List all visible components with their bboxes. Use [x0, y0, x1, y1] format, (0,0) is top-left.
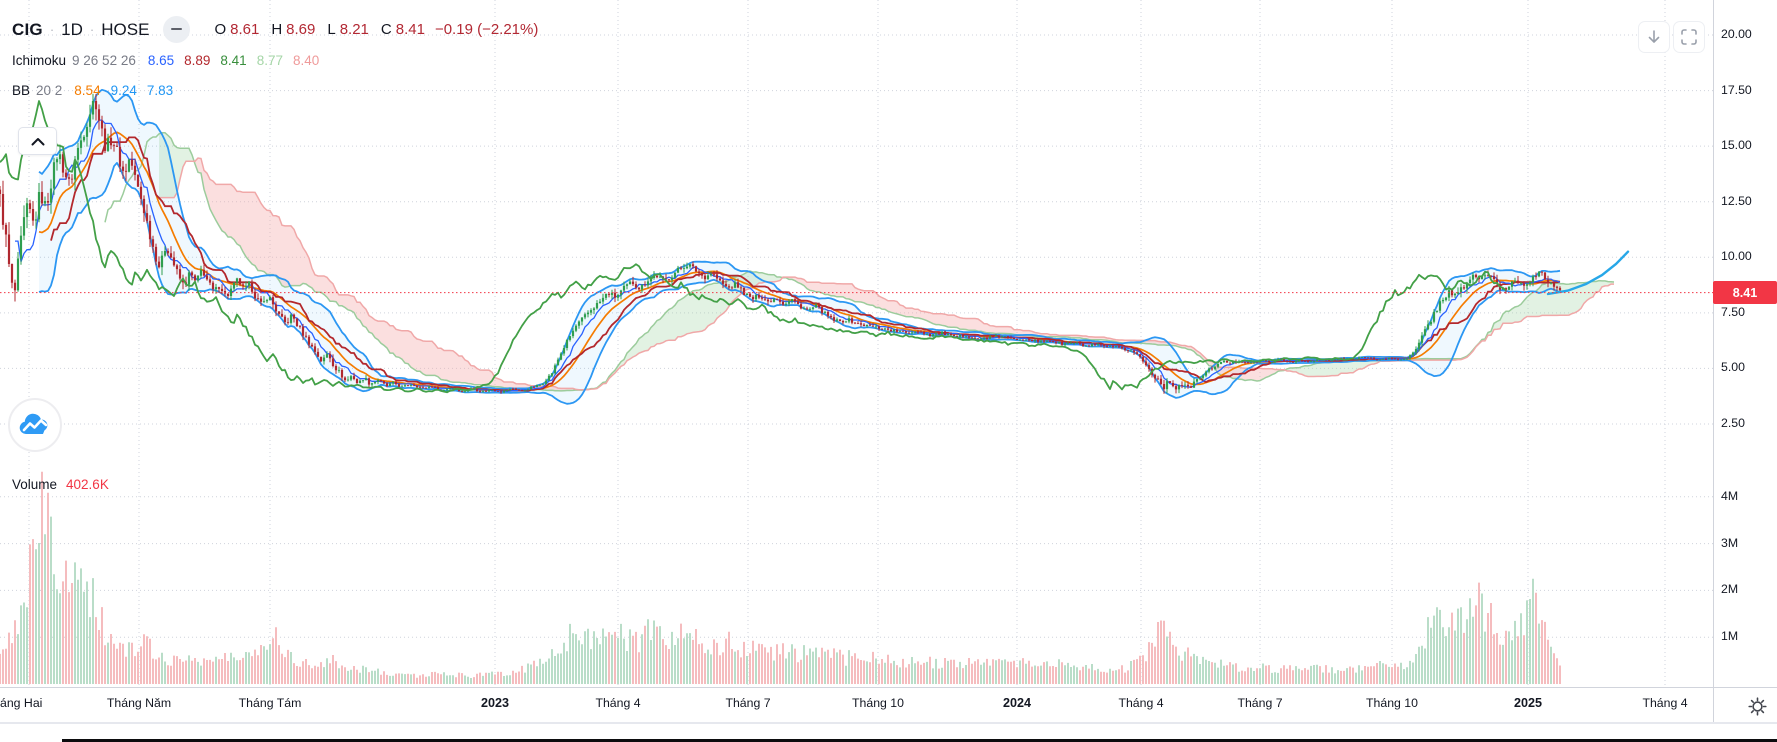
- ichimoku-lead-a-value: 8.77: [256, 53, 283, 69]
- volume-tick-label: 4M: [1721, 488, 1739, 503]
- time-tick-label: áng Hai: [0, 696, 43, 710]
- ohlc-readout: O 8.61 H 8.69 L 8.21 C 8.41 −0.19 (−2.21%): [206, 22, 538, 37]
- low-label: L: [327, 20, 336, 38]
- price-tick-label: 20.00: [1721, 27, 1752, 41]
- price-tick-label: 12.50: [1721, 193, 1752, 208]
- price-tick-label: 10.00: [1721, 249, 1752, 264]
- bb-legend-row[interactable]: BB 20 2 8.54 9.24 7.83: [12, 76, 538, 106]
- time-tick-label: Tháng 10: [1366, 696, 1418, 710]
- change-value: −0.19 (−2.21%): [434, 20, 539, 38]
- price-chart-canvas[interactable]: [0, 0, 1713, 687]
- exchange-label: HOSE: [101, 19, 150, 39]
- chevron-up-icon: [31, 137, 44, 145]
- interval-label[interactable]: 1D: [61, 19, 83, 39]
- bb-params: 20 2: [36, 83, 63, 99]
- ichimoku-base-value: 8.89: [184, 53, 211, 69]
- fullscreen-button[interactable]: [1673, 21, 1705, 53]
- ichimoku-legend-row[interactable]: Ichimoku 9 26 52 26 8.65 8.89 8.41 8.77 …: [12, 46, 538, 76]
- maximize-icon: [1681, 29, 1697, 45]
- time-tick-label: Tháng 7: [1237, 696, 1283, 710]
- volume-legend-row[interactable]: Volume 402.6K: [12, 477, 109, 492]
- high-value: 8.69: [286, 20, 316, 38]
- price-tick-label: 15.00: [1721, 138, 1752, 153]
- volume-label: Volume: [12, 477, 58, 492]
- time-tick-label: 2025: [1513, 696, 1543, 710]
- time-tick-label: Tháng 7: [725, 696, 771, 710]
- arrow-down-icon: [1648, 30, 1660, 43]
- ichimoku-lagging-value: 8.41: [220, 53, 247, 69]
- volume-tick-label: 1M: [1721, 629, 1739, 644]
- time-tick-label: Tháng 10: [852, 696, 904, 710]
- time-tick-label: Tháng Năm: [106, 696, 172, 710]
- symbol-name[interactable]: CIG: [12, 19, 43, 39]
- separator-dot: ·: [49, 21, 55, 37]
- minus-icon: [171, 27, 183, 31]
- time-tick-label: Tháng 4: [1642, 696, 1688, 710]
- bottom-divider: [0, 722, 1777, 724]
- time-axis-border: [0, 687, 1777, 688]
- time-tick-label: 2023: [480, 696, 510, 710]
- time-tick-label: Tháng Tám: [238, 696, 302, 710]
- price-tick-label: 5.00: [1721, 360, 1745, 375]
- bb-basis-value: 8.54: [74, 83, 101, 99]
- price-tick-label: 7.50: [1721, 304, 1745, 319]
- high-label: H: [271, 20, 283, 38]
- price-axis-border: [1713, 0, 1714, 722]
- open-value: 8.61: [230, 20, 260, 38]
- separator-dot: ·: [89, 21, 95, 37]
- low-value: 8.21: [339, 20, 369, 38]
- broker-logo[interactable]: [8, 398, 62, 452]
- volume-tick-label: 3M: [1721, 535, 1739, 550]
- time-tick-label: Tháng 4: [1118, 696, 1164, 710]
- cloud-chart-logo-icon: [19, 413, 48, 435]
- collapse-pane-button[interactable]: [18, 127, 57, 155]
- bb-upper-value: 9.24: [110, 83, 137, 99]
- collapse-legend-button[interactable]: [163, 15, 191, 43]
- symbol-row: CIG · 1D · HOSE O 8.61 H 8.69 L 8.21 C 8.41 …: [12, 12, 538, 46]
- ichimoku-conversion-value: 8.65: [147, 53, 175, 69]
- ichimoku-lead-b-value: 8.40: [292, 53, 320, 69]
- open-label: O: [214, 20, 227, 38]
- chart-legend: CIG · 1D · HOSE O 8.61 H 8.69 L 8.21 C 8.41 …: [12, 12, 538, 106]
- price-tick-label: 17.50: [1721, 82, 1752, 97]
- close-value: 8.41: [395, 20, 425, 38]
- ichimoku-name: Ichimoku: [12, 53, 67, 69]
- volume-value: 402.6K: [66, 477, 109, 492]
- gear-icon: [1747, 696, 1767, 716]
- close-label: C: [380, 20, 392, 38]
- ichimoku-params: 9 26 52 26: [72, 53, 136, 69]
- time-tick-label: Tháng 4: [595, 696, 641, 710]
- window-bottom-edge: [62, 739, 1777, 742]
- scroll-to-recent-button[interactable]: [1638, 21, 1670, 53]
- price-tick-label: 2.50: [1721, 416, 1745, 430]
- last-price-badge: 8.41: [1713, 281, 1777, 304]
- volume-tick-label: 2M: [1721, 582, 1739, 597]
- bb-lower-value: 7.83: [146, 83, 174, 99]
- bb-name: BB: [12, 83, 31, 99]
- time-axis-settings-button[interactable]: [1745, 694, 1769, 718]
- time-tick-label: 2024: [1002, 696, 1032, 710]
